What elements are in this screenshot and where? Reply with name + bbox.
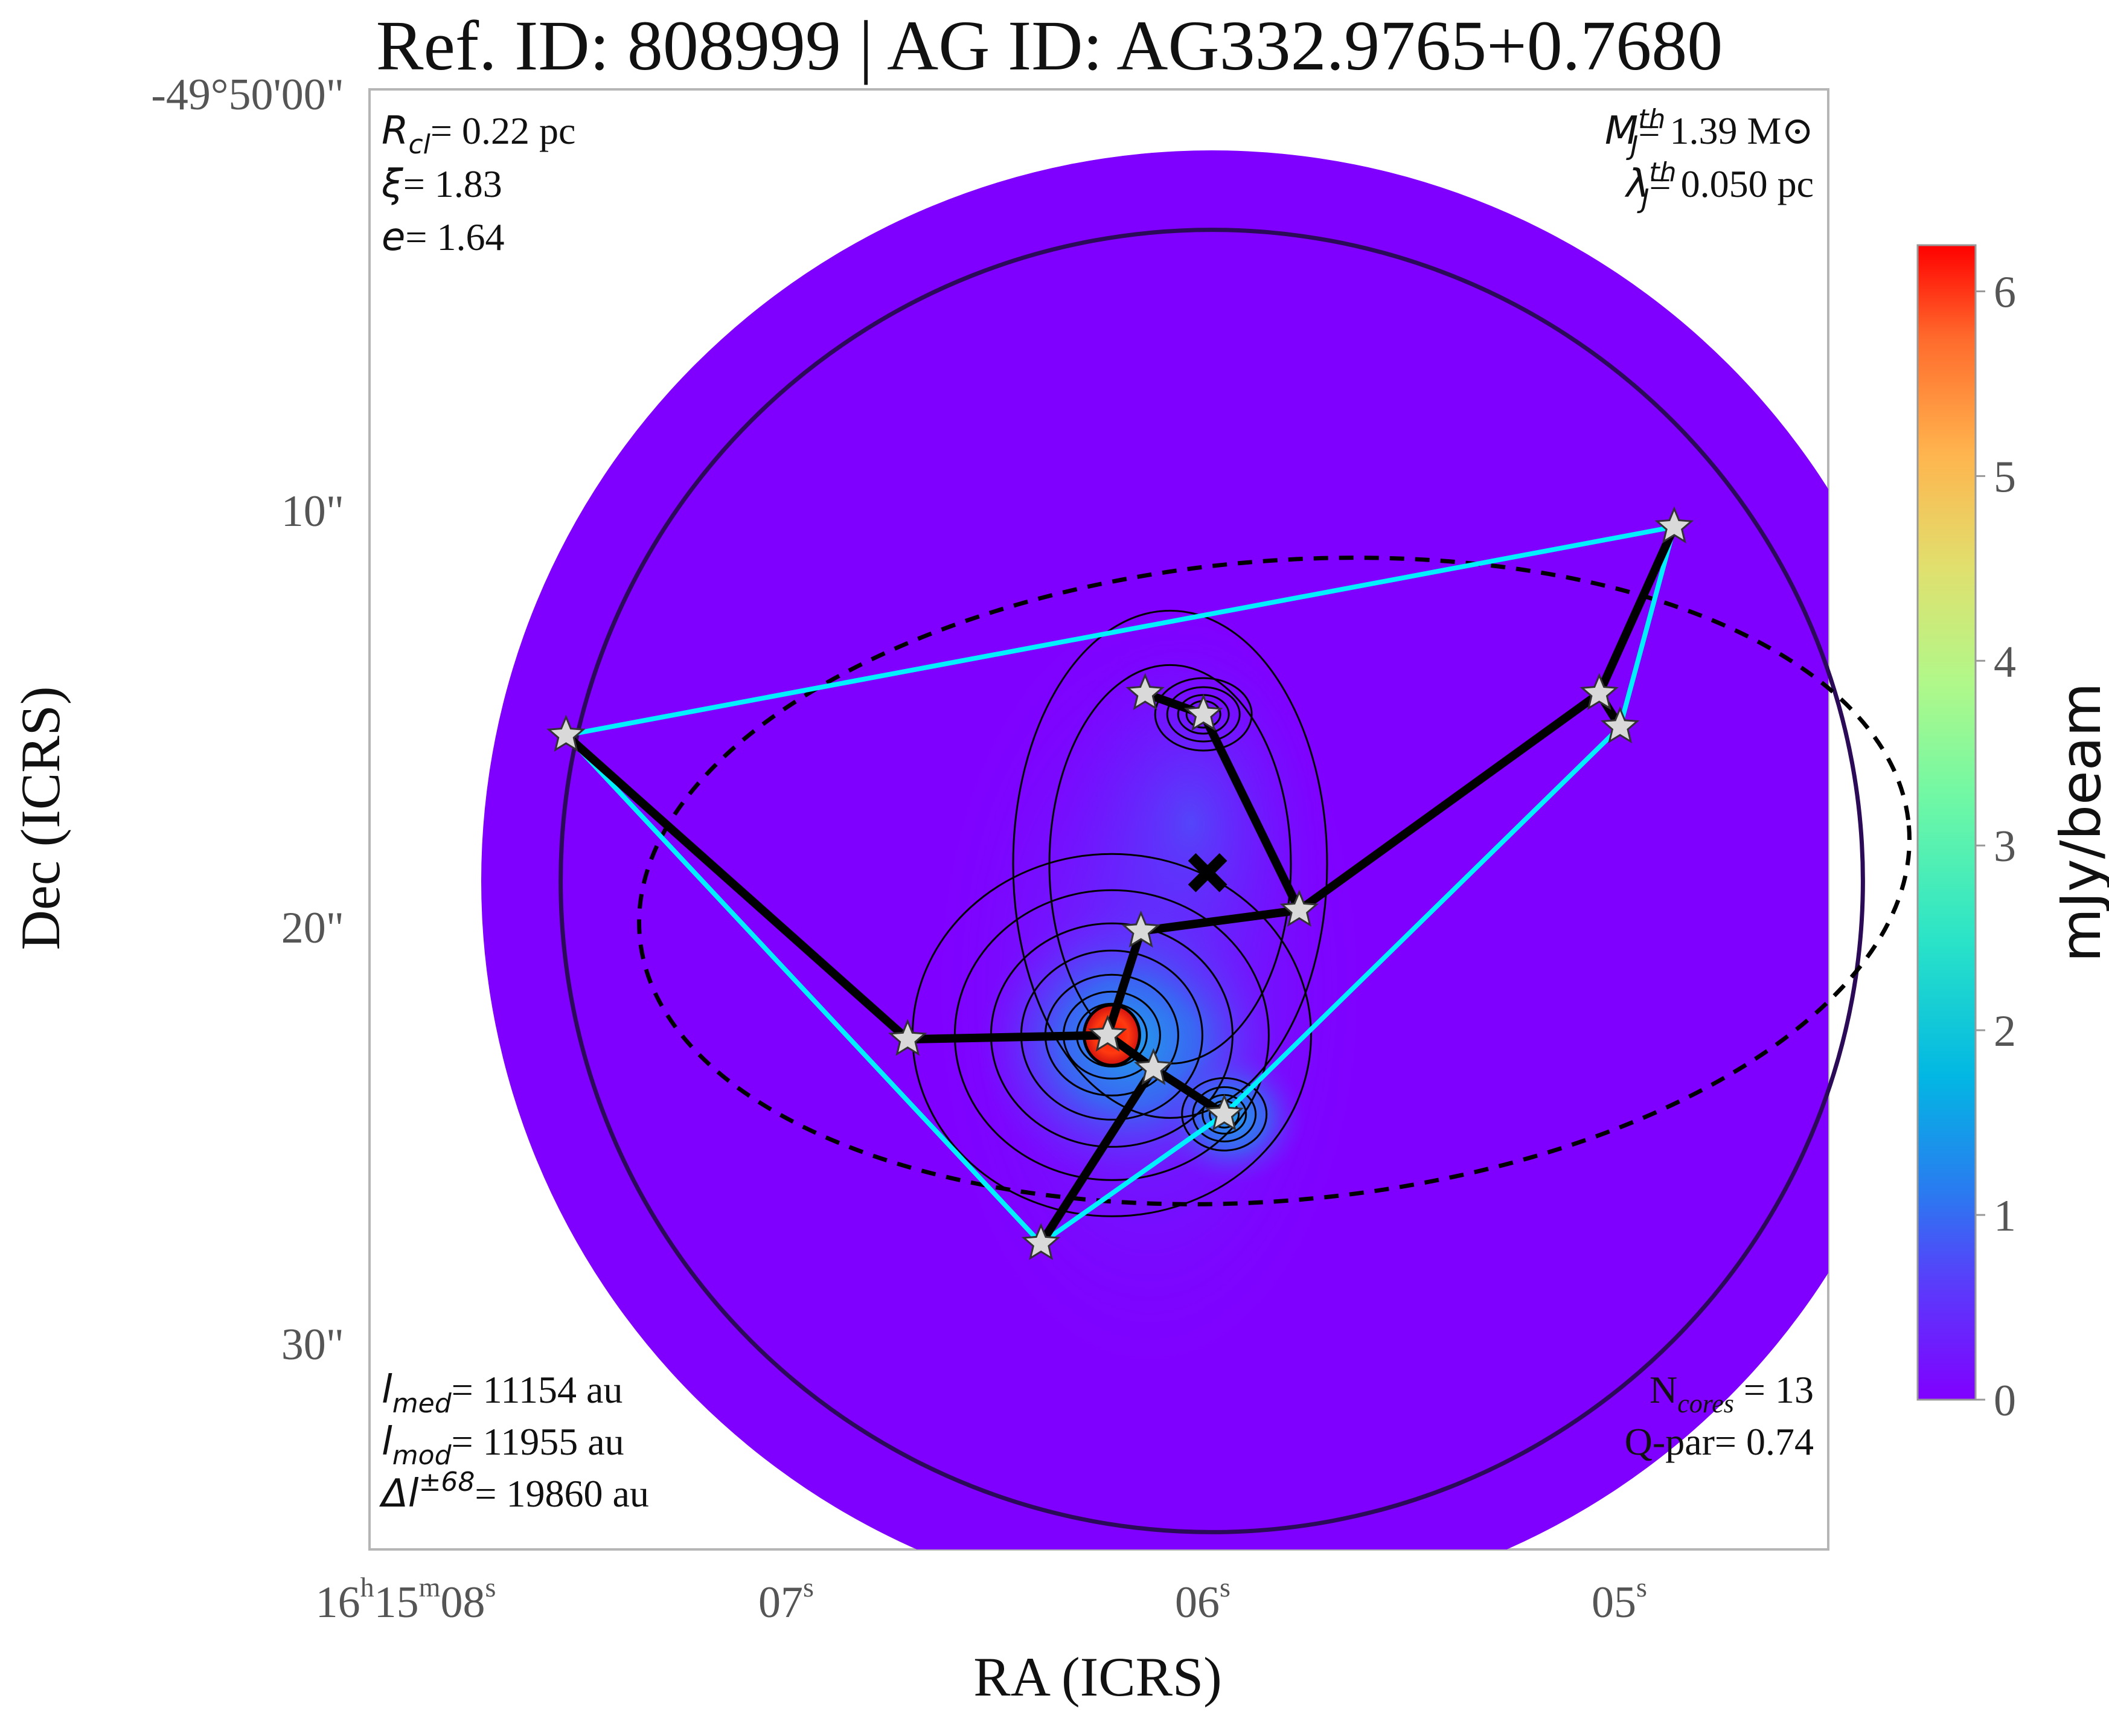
core-star [888, 1019, 927, 1056]
colorbar-tick-label: 3 [1994, 822, 2016, 871]
convex-hull [561, 524, 1678, 1247]
mst-edge [562, 731, 912, 1044]
core-star [1134, 1048, 1173, 1085]
annotation-line: e= 1.64 [382, 215, 504, 260]
mst-edge [1103, 926, 1145, 1040]
core-markers [546, 506, 1694, 1260]
chart-title: Ref. ID: 808999 | AG ID: AG332.9765+0.76… [376, 6, 1723, 85]
core-star [1125, 673, 1165, 710]
core-star [546, 714, 586, 752]
cluster-ellipse [637, 556, 1912, 1206]
y-tick-label: 30" [281, 1320, 344, 1369]
colorbar-tick-label: 4 [1994, 637, 2016, 687]
annotation-line: Ncores = 13 [1650, 1368, 1814, 1418]
x-tick-label: 16h15m08s [316, 1572, 496, 1627]
intensity-map [481, 150, 1912, 1549]
annotation-line: Mth J= 1.39 M⊙ [1605, 104, 1814, 161]
annotation-line: ξ= 1.83 [381, 162, 502, 207]
y-tick-label: 10" [281, 487, 344, 536]
annotation-line: lmed= 11154 au [382, 1368, 622, 1419]
colorbar-tick-label: 6 [1994, 267, 2016, 317]
core-star [1021, 1223, 1061, 1260]
mst-edge [1149, 1064, 1229, 1119]
y-tick-labels: -49°50'00" 10" 20" 30" [151, 70, 344, 1369]
x-tick-label: 06s [1175, 1572, 1231, 1627]
colorbar-ticks: 0 1 2 3 4 5 6 [1976, 267, 2016, 1426]
colorbar [1916, 244, 1977, 1401]
core-star [1654, 506, 1694, 543]
colorbar-tick-label: 5 [1994, 452, 2016, 502]
centroid-marker [1188, 853, 1227, 892]
mst-edge [1037, 1064, 1158, 1248]
x-tick-labels: 16h15m08s 07s 06s 05s [316, 1572, 1647, 1627]
core-star [1121, 910, 1160, 948]
core-star [1279, 889, 1319, 927]
y-tick-label: -49°50'00" [151, 70, 344, 120]
mst-edge [1136, 906, 1304, 935]
colorbar-tick-label: 1 [1994, 1191, 2016, 1241]
annotation-line: Rcl= 0.22 pc [382, 109, 575, 160]
core-star [1600, 706, 1640, 744]
core-star [1088, 1014, 1127, 1052]
core-star [1183, 694, 1223, 731]
annotation-line: λth J= 0.050 pc [1625, 157, 1814, 214]
core-star [1205, 1094, 1244, 1131]
mst-edge [1295, 689, 1604, 915]
annotation-line: lmod= 11955 au [382, 1420, 624, 1471]
colorbar-tick-label: 0 [1994, 1376, 2016, 1426]
colorbar-tick-label: 2 [1994, 1007, 2016, 1056]
core-star [1579, 673, 1619, 710]
outer-circle [558, 228, 1865, 1534]
x-axis-label: RA (ICRS) [973, 1646, 1222, 1708]
annotations: Rcl= 0.22 pcξ= 1.83 e= 1.64 Mth J= 1.39 M⊙λ… [379, 104, 1814, 1516]
mst-edge [903, 1031, 1112, 1044]
colorbar-label: mJy/beam [2049, 682, 2109, 962]
y-tick-label: 20" [281, 903, 344, 953]
annotation-line: Δl±68= 19860 au [379, 1467, 649, 1516]
annotation-line: Q-par= 0.74 [1625, 1420, 1814, 1463]
x-tick-label: 05s [1592, 1572, 1647, 1627]
y-axis-label: Dec (ICRS) [10, 687, 71, 950]
mst-edge [1199, 710, 1304, 915]
x-tick-label: 07s [758, 1572, 814, 1627]
mst-edge [1595, 522, 1679, 698]
